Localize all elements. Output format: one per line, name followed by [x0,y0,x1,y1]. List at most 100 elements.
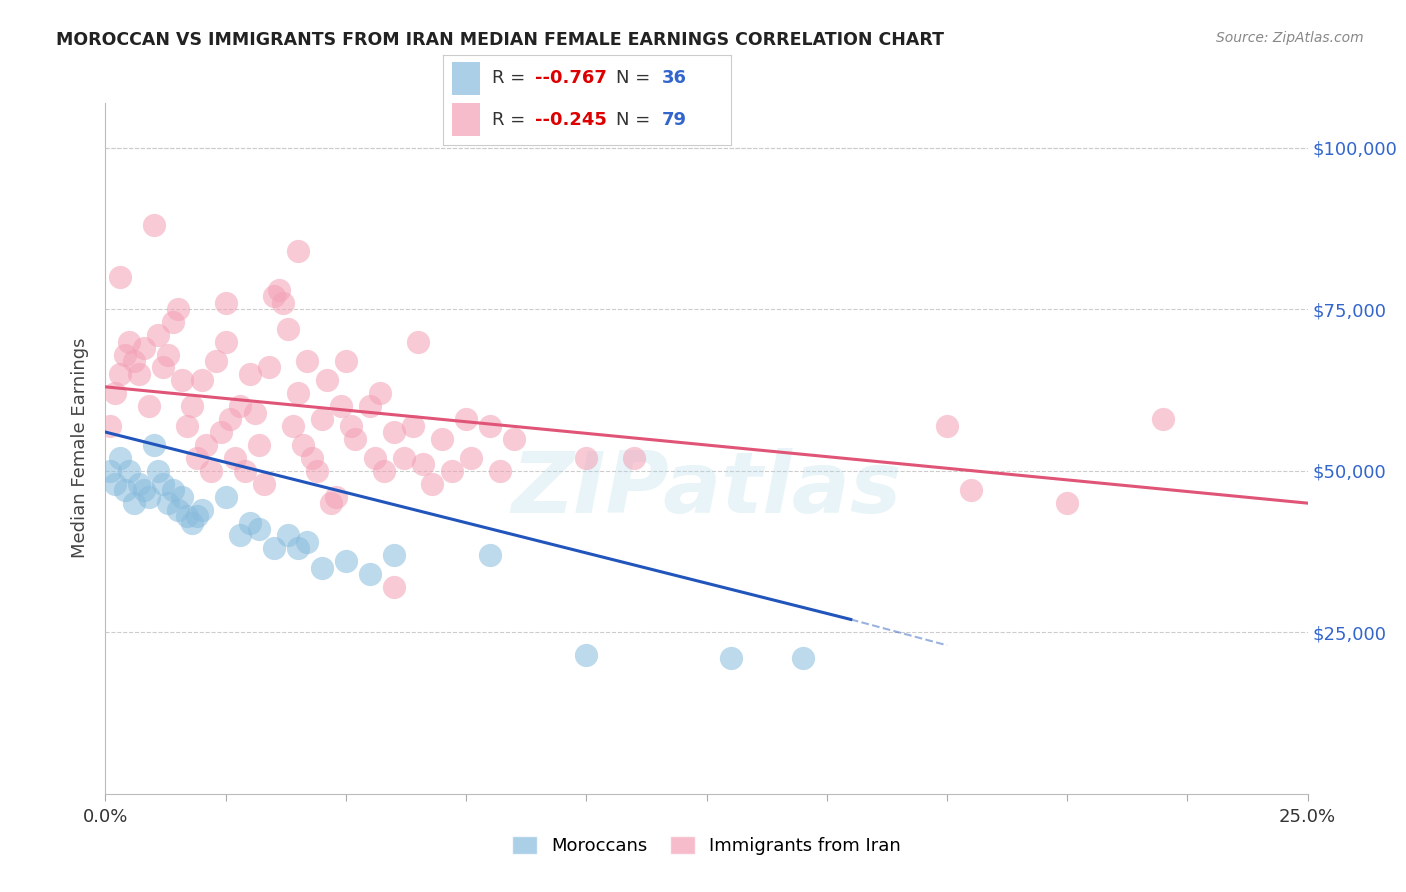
Point [311,560,333,574]
Point [339,418,361,433]
Text: 79: 79 [662,111,688,128]
Point [186,509,208,524]
Point [792,651,814,665]
Point [373,464,395,478]
Point [214,334,236,349]
Text: MOROCCAN VS IMMIGRANTS FROM IRAN MEDIAN FEMALE EARNINGS CORRELATION CHART: MOROCCAN VS IMMIGRANTS FROM IRAN MEDIAN … [56,31,945,49]
Point [229,399,252,413]
Point [960,483,983,498]
Point [263,289,285,303]
Point [277,528,299,542]
Text: ZIPatlas: ZIPatlas [512,448,901,532]
Point [114,483,136,498]
Point [277,322,299,336]
Point [156,496,179,510]
Point [205,354,228,368]
Point [359,567,381,582]
Point [575,648,598,662]
Point [209,425,232,439]
Text: 36: 36 [662,70,688,87]
Point [124,496,146,510]
Point [479,548,502,562]
Point [162,483,184,498]
Text: --0.245: --0.245 [536,111,607,128]
Point [368,386,391,401]
Point [239,367,262,381]
Point [440,464,463,478]
Point [412,458,434,472]
Point [291,438,314,452]
Point [297,354,319,368]
Text: R =: R = [492,111,531,128]
Point [247,522,270,536]
Point [118,334,141,349]
Point [162,315,184,329]
Point [195,438,218,452]
Point [219,412,242,426]
Point [1152,412,1174,426]
Point [247,438,270,452]
Legend: Moroccans, Immigrants from Iran: Moroccans, Immigrants from Iran [503,827,910,864]
Text: N =: N = [616,70,655,87]
Point [257,360,280,375]
Y-axis label: Median Female Earnings: Median Female Earnings [72,338,90,558]
Point [575,450,598,465]
Point [325,490,347,504]
Point [422,476,444,491]
Point [623,450,645,465]
Point [142,219,165,233]
Point [152,476,174,491]
Point [460,450,482,465]
Point [239,516,262,530]
Point [98,464,121,478]
Point [156,347,179,361]
Point [224,450,246,465]
Point [132,341,155,355]
Point [382,580,405,594]
Point [430,432,453,446]
Point [281,418,304,433]
Point [200,464,222,478]
Point [402,418,425,433]
Point [118,464,141,478]
Point [214,296,236,310]
Point [243,406,266,420]
Point [166,302,188,317]
Point [454,412,477,426]
Point [108,270,131,285]
Point [315,373,337,387]
Point [287,386,309,401]
Point [181,399,204,413]
Point [114,347,136,361]
Point [172,490,194,504]
Point [176,509,198,524]
Point [479,418,502,433]
Bar [451,62,481,95]
Point [382,548,405,562]
Point [128,367,150,381]
Point [181,516,204,530]
Point [152,360,174,375]
Text: R =: R = [492,70,531,87]
Point [267,283,290,297]
Point [311,412,333,426]
Point [335,354,357,368]
Point [321,496,343,510]
Point [406,334,429,349]
Point [190,373,212,387]
Point [190,502,212,516]
Text: Source: ZipAtlas.com: Source: ZipAtlas.com [1216,31,1364,45]
Point [128,476,150,491]
Point [138,399,160,413]
Point [124,354,146,368]
Point [253,476,276,491]
Point [287,541,309,556]
Point [297,535,319,549]
Point [104,386,127,401]
Point [936,418,959,433]
Point [98,418,121,433]
Point [364,450,387,465]
Point [301,450,323,465]
Point [166,502,188,516]
Point [229,528,252,542]
